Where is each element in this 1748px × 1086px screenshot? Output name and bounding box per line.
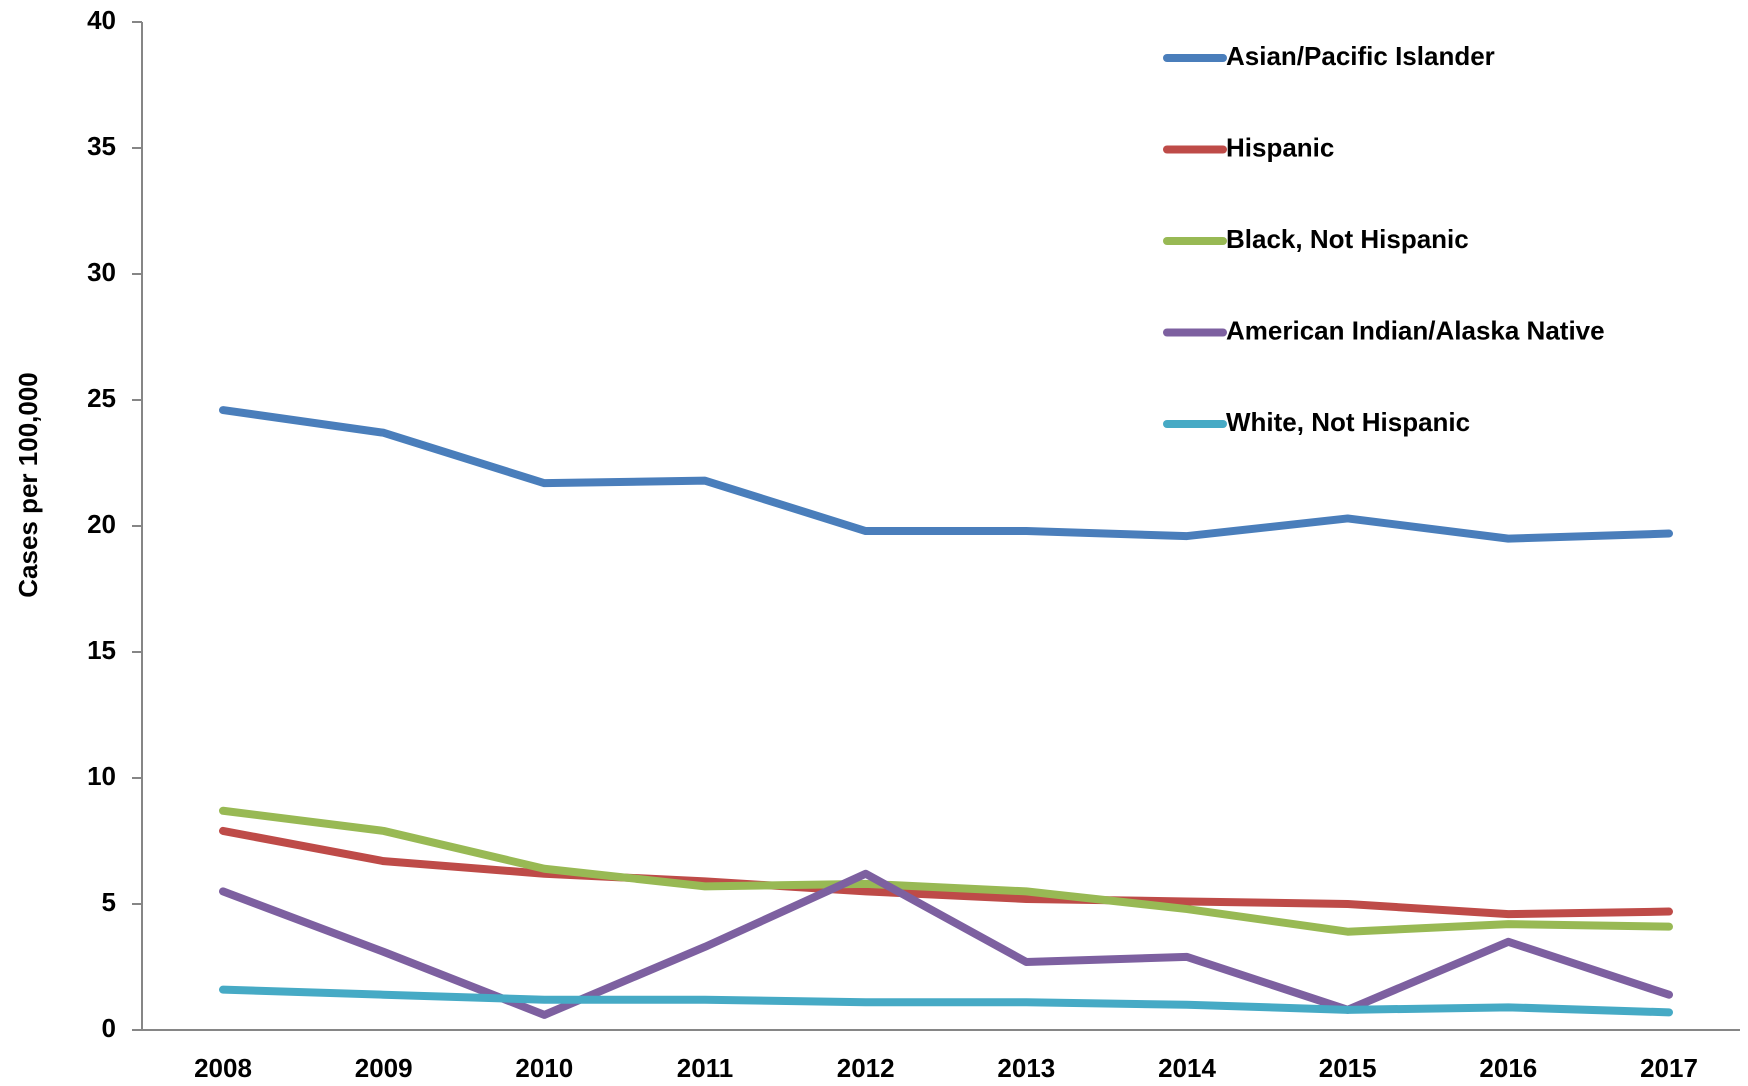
x-tick-label: 2012 (837, 1053, 895, 1083)
series-line (219, 826, 1673, 919)
y-tick-label: 40 (87, 5, 116, 35)
x-tick-label: 2014 (1158, 1053, 1216, 1083)
y-tick-label: 15 (87, 635, 116, 665)
x-tick-label: 2015 (1319, 1053, 1377, 1083)
legend-label: Asian/Pacific Islander (1226, 41, 1495, 71)
legend-label: American Indian/Alaska Native (1226, 315, 1605, 345)
x-tick-label: 2011 (677, 1053, 733, 1083)
y-tick-label: 0 (102, 1013, 116, 1043)
x-tick-label: 2016 (1479, 1053, 1537, 1083)
legend-label: Hispanic (1226, 132, 1334, 162)
y-axis-label: Cases per 100,000 (13, 372, 43, 598)
y-tick-label: 25 (87, 383, 116, 413)
y-tick-label: 10 (87, 761, 116, 791)
series-line (219, 406, 1673, 543)
x-tick-label: 2008 (194, 1053, 252, 1083)
series-line (219, 985, 1673, 1017)
series-line (219, 869, 1673, 1019)
x-tick-label: 2013 (997, 1053, 1055, 1083)
y-tick-label: 5 (102, 887, 116, 917)
y-tick-label: 35 (87, 131, 116, 161)
x-tick-label: 2017 (1640, 1053, 1698, 1083)
series-line (219, 806, 1673, 936)
legend-label: White, Not Hispanic (1226, 407, 1470, 437)
legend-label: Black, Not Hispanic (1226, 224, 1469, 254)
x-tick-label: 2009 (355, 1053, 413, 1083)
y-tick-label: 20 (87, 509, 116, 539)
y-tick-label: 30 (87, 257, 116, 287)
x-tick-label: 2010 (515, 1053, 573, 1083)
